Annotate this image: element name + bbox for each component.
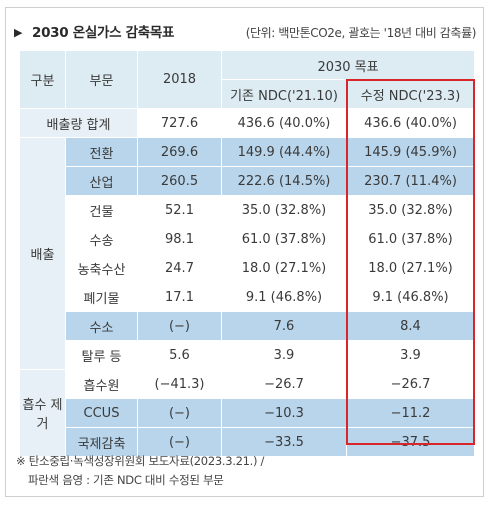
row-2018: 269.6 [137,137,222,167]
row-existing: 61.0 (37.8%) [221,224,347,254]
row-2018: (−) [137,311,222,341]
row-revised: 35.0 (32.8%) [345,195,476,225]
row-revised: 145.9 (45.9%) [345,137,476,167]
footnote-source: ※ 탄소중립·녹색성장위원회 보도자료(2023.3.21.) / [16,454,265,468]
row-sector: CCUS [65,398,138,428]
card-frame [5,7,484,497]
row-sector: 농축수산 [65,253,138,283]
table-row: 배출 전환 269.6 149.9 (44.4%) 145.9 (45.9%) [19,137,476,370]
row-2018: 24.7 [137,253,222,283]
header-group: 구분 [19,50,66,109]
row-revised: −11.2 [345,398,476,428]
row-revised: 18.0 (27.1%) [345,253,476,283]
triangle-icon: ▶ [14,26,23,39]
row-sector: 폐기물 [65,282,138,312]
row-sector: 산업 [65,166,138,196]
row-sector: 탈루 등 [65,340,138,370]
row-existing: 222.6 (14.5%) [221,166,347,196]
row-sector: 수송 [65,224,138,254]
row-sector: 흡수원 [65,369,138,399]
table-row: CCUS (−) −10.3 −11.2 [20,398,476,428]
table-row: 흡수 제거 흡수원 (−41.3) −26.7 −26.7 [19,369,476,457]
row-sector: 국제감축 [65,427,138,457]
row-existing: 7.6 [221,311,347,341]
row-2018: (−41.3) [137,369,222,399]
footnote: ※ 탄소중립·녹색성장위원회 보도자료(2023.3.21.) / 파란색 음영… [16,452,476,490]
table-row: 폐기물 17.1 9.1 (46.8%) 9.1 (46.8%) [20,282,476,312]
emission-group-label: 배출 [19,137,66,370]
table-row: 농축수산 24.7 18.0 (27.1%) 18.0 (27.1%) [20,253,476,283]
row-2018: 260.5 [137,166,222,196]
row-2018: 98.1 [137,224,222,254]
table-row: 탈루 등 5.6 3.9 3.9 [20,340,476,370]
row-revised: 230.7 (11.4%) [345,166,476,196]
row-existing: −26.7 [221,369,347,399]
total-label: 배출량 합계 [19,108,138,138]
row-existing: 18.0 (27.1%) [221,253,347,283]
row-2018: 17.1 [137,282,222,312]
row-sector: 전환 [65,137,138,167]
title-bar: ▶ 2030 온실가스 감축목표 (단위: 백만톤CO2e, 괄호는 '18년 … [14,21,484,45]
row-revised: 3.9 [345,340,476,370]
row-2018: (−) [137,398,222,428]
total-existing: 436.6 (40.0%) [221,108,347,138]
header-existing-ndc: 기존 NDC('21.10) [221,79,347,109]
total-2018: 727.6 [137,108,222,138]
row-revised: 9.1 (46.8%) [345,282,476,312]
header-2018: 2018 [137,50,222,109]
total-revised: 436.6 (40.0%) [345,108,476,138]
absorption-group-label: 흡수 제거 [19,369,66,457]
footnote-legend: 파란색 음영 : 기존 NDC 대비 수정된 부문 [28,473,224,487]
table-row: 수송 98.1 61.0 (37.8%) 61.0 (37.8%) [20,224,476,254]
table-row: 수소 (−) 7.6 8.4 [20,311,476,341]
row-2018: 52.1 [137,195,222,225]
row-sector: 수소 [65,311,138,341]
row-existing: 9.1 (46.8%) [221,282,347,312]
page-title: 2030 온실가스 감축목표 [32,25,175,41]
table-row: 산업 260.5 222.6 (14.5%) 230.7 (11.4%) [20,166,476,196]
row-revised: 8.4 [345,311,476,341]
row-existing: −10.3 [221,398,347,428]
row-revised: 61.0 (37.8%) [345,224,476,254]
row-existing: 149.9 (44.4%) [221,137,347,167]
row-revised: −26.7 [345,369,476,399]
row-sector: 건물 [65,195,138,225]
header-revised-ndc: 수정 NDC('23.3) [345,79,476,109]
table-row: 건물 52.1 35.0 (32.8%) 35.0 (32.8%) [20,195,476,225]
row-existing: 3.9 [221,340,347,370]
unit-note: (단위: 백만톤CO2e, 괄호는 '18년 대비 감축률) [245,26,477,40]
row-existing: 35.0 (32.8%) [221,195,347,225]
header-sector: 부문 [65,50,138,109]
header-target: 2030 목표 [220,50,476,80]
row-2018: 5.6 [137,340,222,370]
ndc-table: 구분 부문 2018 2030 목표 기존 NDC('21.10) 수정 NDC… [19,50,476,457]
row-revised: −37.5 [345,427,476,457]
